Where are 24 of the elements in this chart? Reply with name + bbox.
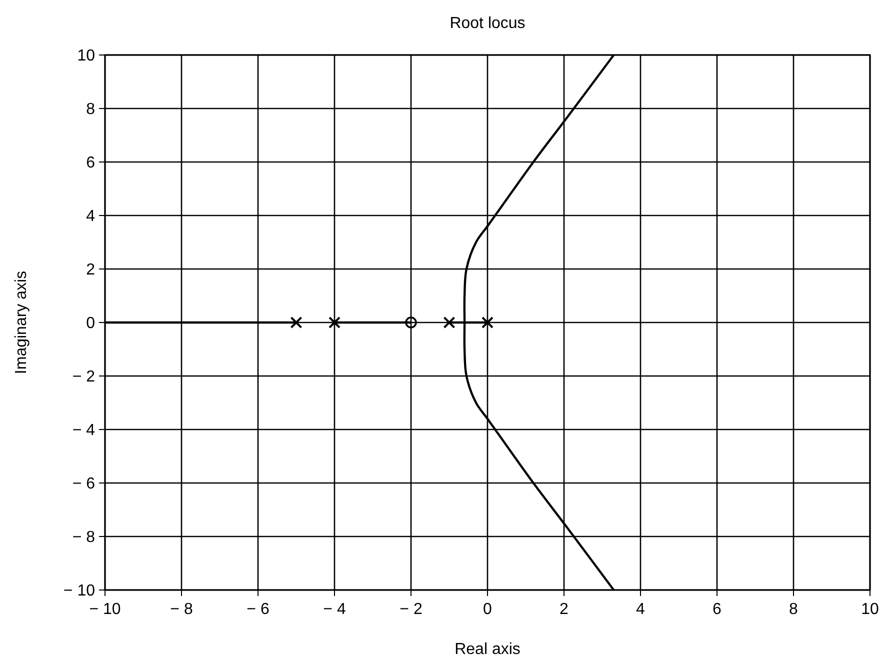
x-tick-label: − 4 <box>323 601 346 618</box>
y-axis-title: Imaginary axis <box>13 270 30 374</box>
x-tick-label: − 6 <box>246 601 270 618</box>
y-tick-label: − 2 <box>72 368 96 386</box>
y-tick-label: 8 <box>86 101 96 118</box>
y-tick-label: − 10 <box>63 582 96 600</box>
y-tick-label: 6 <box>86 154 96 172</box>
x-tick-label: − 2 <box>400 601 422 618</box>
x-tick-label: 6 <box>712 601 722 618</box>
x-tick-label: 2 <box>560 601 569 618</box>
x-tick-label: − 8 <box>170 601 193 618</box>
x-axis-title: Real axis <box>454 641 520 658</box>
y-tick-label: − 6 <box>72 476 96 493</box>
y-tick-label: 0 <box>86 315 96 332</box>
y-tick-label: 4 <box>86 208 96 226</box>
y-tick-label: 2 <box>86 262 96 279</box>
chart-title: Root locus <box>450 15 526 32</box>
y-tick-label: − 4 <box>72 422 96 440</box>
x-tick-label: 4 <box>636 601 646 618</box>
y-tick-label: − 8 <box>72 529 96 546</box>
x-tick-label: 10 <box>861 601 879 618</box>
y-tick-label: 10 <box>77 48 96 65</box>
x-tick-label: 0 <box>483 601 492 618</box>
x-tick-label: 8 <box>789 601 798 618</box>
